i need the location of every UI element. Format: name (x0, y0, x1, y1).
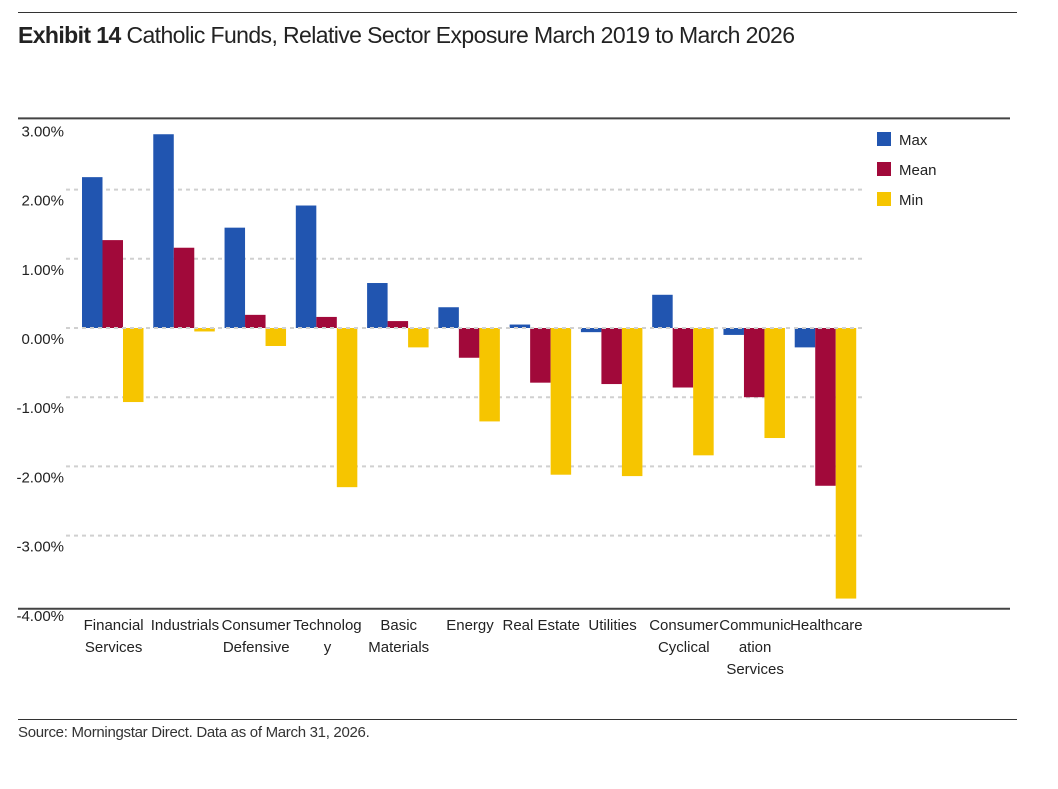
bar-max-communication-services (723, 328, 744, 335)
x-tick-label-utilities: Utilities (588, 617, 636, 634)
grid-layer (66, 188, 862, 537)
y-tick-label: -4.00% (16, 608, 64, 625)
bar-mean-utilities (601, 328, 622, 385)
bar-min-utilities (621, 328, 643, 477)
y-tick-label: 2.00% (21, 193, 64, 210)
x-tick-label-energy: Energy (446, 617, 494, 634)
legend-label-min: Min (899, 192, 923, 209)
bar-min-healthcare (835, 328, 857, 599)
legend-swatch-mean (877, 162, 891, 176)
y-tick-label: 0.00% (21, 331, 64, 348)
bar-mean-financial-services (102, 240, 123, 328)
x-tick-label-financial-services: Financial Services (84, 617, 144, 656)
y-tick-label: -2.00% (16, 469, 64, 486)
chart-canvas: 3.00% 2.00% 1.00% 0.00% -1.00% -2.00% -3.00% -4… (16, 117, 1010, 678)
x-tick-label-industrials: Industrials (151, 617, 219, 634)
source-note: Source: Morningstar Direct. Data as of M… (18, 724, 370, 741)
exhibit-label: Exhibit 14 (18, 22, 121, 48)
bar-mean-consumer-defensive (245, 314, 266, 328)
bar-min-technology (336, 328, 358, 488)
y-tick-label: 3.00% (21, 123, 64, 140)
y-tick-label: 1.00% (21, 262, 64, 279)
bar-mean-industrials (173, 247, 195, 328)
x-tick-label-communication-services: Communic ation Services (719, 617, 791, 678)
bar-mean-real-estate (530, 328, 551, 383)
x-tick-label-basic-materials: Basic Materials (368, 617, 429, 656)
bars-layer (82, 134, 857, 599)
bar-min-communication-services (764, 328, 785, 439)
axis-layer: 3.00% 2.00% 1.00% 0.00% -1.00% -2.00% -3.00% -4… (16, 117, 1010, 678)
legend: Max Mean Min (877, 132, 937, 209)
bar-min-consumer-defensive (265, 328, 287, 346)
bar-min-basic-materials (408, 328, 429, 348)
bar-min-industrials (194, 328, 215, 332)
bar-max-healthcare (794, 328, 816, 348)
legend-label-max: Max (899, 132, 928, 149)
bar-max-energy (438, 307, 459, 328)
bar-max-basic-materials (367, 283, 388, 328)
bar-mean-technology (316, 316, 337, 328)
legend-swatch-max (877, 132, 891, 146)
bar-min-energy (479, 328, 500, 422)
y-tick-label: -1.00% (16, 400, 64, 417)
x-tick-label-healthcare: Healthcare (790, 617, 863, 634)
bar-max-industrials (153, 134, 174, 328)
x-tick-label-technology: Technolog y (293, 617, 361, 656)
bar-mean-energy (458, 328, 480, 358)
bar-mean-healthcare (815, 328, 836, 486)
bar-min-real-estate (550, 328, 572, 475)
bar-max-utilities (580, 328, 602, 333)
bar-min-financial-services (123, 328, 144, 403)
x-tick-label-consumer-defensive: Consumer Defensive (222, 617, 291, 656)
bar-max-technology (295, 205, 317, 328)
legend-label-mean: Mean (899, 162, 937, 179)
x-tick-label-real-estate: Real Estate (502, 617, 580, 634)
chart-title: Exhibit 14 Catholic Funds, Relative Sect… (18, 22, 795, 49)
bar-mean-communication-services (743, 328, 765, 398)
bar-mean-consumer-cyclical (672, 328, 694, 388)
bar-max-real-estate (509, 324, 531, 328)
bar-max-consumer-defensive (224, 227, 246, 328)
title-text: Catholic Funds, Relative Sector Exposure… (126, 22, 795, 48)
bar-max-consumer-cyclical (652, 294, 673, 328)
legend-swatch-min (877, 192, 891, 206)
x-tick-label-consumer-cyclical: Consumer Cyclical (649, 617, 718, 656)
source-rule (18, 719, 1017, 720)
bar-max-financial-services (82, 177, 103, 328)
bar-min-consumer-cyclical (693, 328, 714, 456)
bar-mean-basic-materials (387, 321, 409, 328)
top-rule (18, 12, 1017, 13)
y-tick-label: -3.00% (16, 539, 64, 556)
